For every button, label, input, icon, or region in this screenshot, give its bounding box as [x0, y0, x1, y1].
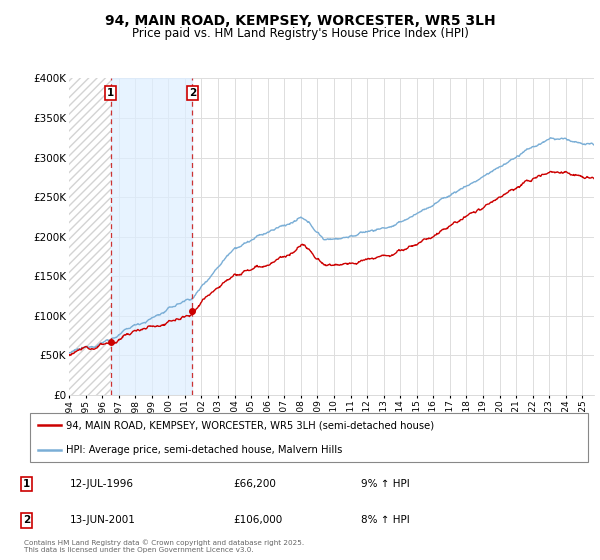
Text: £106,000: £106,000 — [233, 515, 283, 525]
Polygon shape — [69, 78, 111, 395]
Text: HPI: Average price, semi-detached house, Malvern Hills: HPI: Average price, semi-detached house,… — [66, 445, 343, 455]
Text: 9% ↑ HPI: 9% ↑ HPI — [361, 479, 410, 489]
Text: 2: 2 — [23, 515, 30, 525]
Text: 94, MAIN ROAD, KEMPSEY, WORCESTER, WR5 3LH: 94, MAIN ROAD, KEMPSEY, WORCESTER, WR5 3… — [104, 14, 496, 28]
Text: 8% ↑ HPI: 8% ↑ HPI — [361, 515, 410, 525]
FancyBboxPatch shape — [30, 413, 588, 462]
Text: Price paid vs. HM Land Registry's House Price Index (HPI): Price paid vs. HM Land Registry's House … — [131, 27, 469, 40]
Text: 94, MAIN ROAD, KEMPSEY, WORCESTER, WR5 3LH (semi-detached house): 94, MAIN ROAD, KEMPSEY, WORCESTER, WR5 3… — [66, 420, 434, 430]
Text: 1: 1 — [23, 479, 30, 489]
Text: 12-JUL-1996: 12-JUL-1996 — [70, 479, 134, 489]
Text: £66,200: £66,200 — [233, 479, 276, 489]
Polygon shape — [111, 78, 193, 395]
Text: 2: 2 — [189, 87, 196, 97]
Text: 1: 1 — [107, 87, 115, 97]
Text: Contains HM Land Registry data © Crown copyright and database right 2025.
This d: Contains HM Land Registry data © Crown c… — [24, 540, 304, 553]
Text: 13-JUN-2001: 13-JUN-2001 — [70, 515, 136, 525]
